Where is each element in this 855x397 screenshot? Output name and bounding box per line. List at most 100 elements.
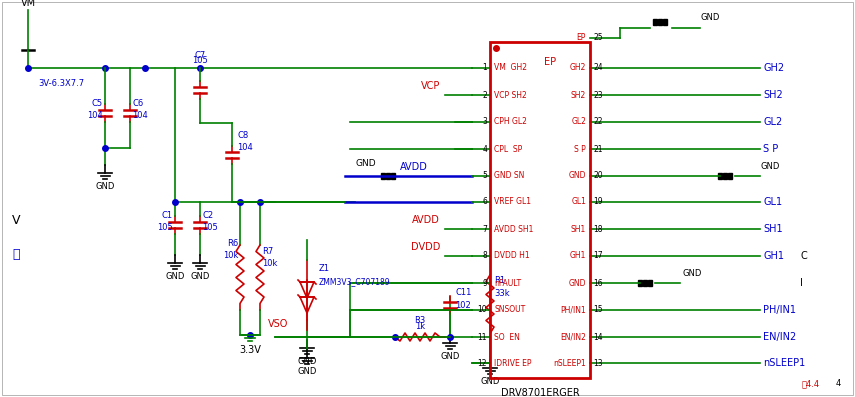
Text: SH2: SH2 [763, 90, 782, 100]
Text: nFAULT: nFAULT [494, 279, 522, 287]
Text: 9: 9 [482, 279, 487, 287]
Text: GND: GND [440, 352, 460, 361]
Text: 5: 5 [482, 172, 487, 181]
Text: PH/IN1: PH/IN1 [560, 306, 586, 314]
Text: EN/IN2: EN/IN2 [763, 332, 796, 342]
Text: GND: GND [569, 279, 586, 287]
Bar [658, 19, 662, 25]
Text: C2: C2 [202, 211, 213, 220]
Text: VM: VM [21, 0, 36, 8]
Text: GL1: GL1 [571, 197, 586, 206]
Text: GND: GND [191, 272, 209, 281]
Text: GND: GND [298, 367, 316, 376]
Text: 18: 18 [593, 224, 603, 233]
Bar [643, 280, 647, 286]
Text: 2: 2 [482, 91, 487, 100]
Bar [648, 280, 652, 286]
Text: GND: GND [760, 162, 780, 171]
Bar [663, 19, 667, 25]
Text: GND: GND [682, 269, 701, 278]
Bar [490, 42, 590, 378]
Text: 22: 22 [593, 118, 603, 127]
Text: 3V-6.3X7.7: 3V-6.3X7.7 [38, 79, 84, 87]
Text: S P: S P [575, 145, 586, 154]
Text: 12: 12 [477, 358, 487, 368]
Text: GND: GND [298, 357, 316, 366]
Text: 102: 102 [455, 301, 471, 310]
Text: C6: C6 [132, 99, 144, 108]
Text: 6: 6 [482, 197, 487, 206]
Text: GND: GND [355, 159, 375, 168]
Text: 4: 4 [836, 379, 841, 388]
Text: 20: 20 [593, 172, 603, 181]
Text: 13: 13 [593, 358, 603, 368]
Text: DVDD H1: DVDD H1 [494, 252, 529, 260]
Text: 8: 8 [482, 252, 487, 260]
Text: GL2: GL2 [571, 118, 586, 127]
Text: 15: 15 [593, 306, 603, 314]
Text: 21: 21 [593, 145, 603, 154]
Text: GND: GND [481, 377, 499, 386]
Bar [638, 280, 642, 286]
Text: 3: 3 [482, 118, 487, 127]
Text: R7: R7 [262, 247, 274, 256]
Text: 色: 色 [12, 249, 20, 262]
Text: VCP: VCP [421, 81, 440, 91]
Text: EP: EP [576, 33, 586, 42]
Text: 17: 17 [593, 252, 603, 260]
Text: 105: 105 [192, 56, 208, 65]
Text: GND: GND [569, 172, 586, 181]
Text: C7: C7 [194, 51, 205, 60]
Bar [718, 173, 722, 179]
Text: GND: GND [700, 13, 719, 22]
Text: SH2: SH2 [571, 91, 586, 100]
Text: Z1: Z1 [319, 264, 330, 273]
Text: EP: EP [544, 57, 556, 67]
Text: R3: R3 [415, 316, 426, 325]
Text: GND: GND [95, 182, 115, 191]
Text: 1: 1 [482, 64, 487, 73]
Text: 25: 25 [593, 33, 603, 42]
Text: AVDD: AVDD [412, 215, 440, 225]
Text: C5: C5 [91, 99, 103, 108]
Bar [653, 19, 657, 25]
Text: DVDD: DVDD [410, 242, 440, 252]
Text: 4: 4 [482, 145, 487, 154]
Bar [723, 173, 727, 179]
Text: GL1: GL1 [763, 197, 782, 207]
Bar [386, 173, 390, 179]
Text: IDRIVE EP: IDRIVE EP [494, 358, 532, 368]
Bar [391, 173, 395, 179]
Text: C1: C1 [162, 211, 173, 220]
Text: 105: 105 [157, 224, 173, 233]
Text: 104: 104 [132, 112, 148, 121]
Text: C11: C11 [455, 288, 471, 297]
Bar [381, 173, 385, 179]
Text: GND SN: GND SN [494, 172, 524, 181]
Text: 19: 19 [593, 197, 603, 206]
Text: 10: 10 [477, 306, 487, 314]
Text: 11: 11 [477, 333, 487, 341]
Text: ZMM3V3_C707189: ZMM3V3_C707189 [319, 278, 391, 287]
Text: VCP SH2: VCP SH2 [494, 91, 527, 100]
Text: AVDD SH1: AVDD SH1 [494, 224, 534, 233]
Text: CPH GL2: CPH GL2 [494, 118, 527, 127]
Text: 104: 104 [87, 112, 103, 121]
Text: 14: 14 [593, 333, 603, 341]
Text: AVDD: AVDD [400, 162, 428, 172]
Text: 1k: 1k [415, 322, 425, 331]
Text: 图4.4: 图4.4 [802, 379, 820, 388]
Text: nSLEEP1: nSLEEP1 [763, 358, 805, 368]
Text: CPL  SP: CPL SP [494, 145, 522, 154]
Text: PH/IN1: PH/IN1 [763, 305, 796, 315]
Text: DRV8701ERGER: DRV8701ERGER [501, 388, 580, 397]
Text: C: C [800, 251, 807, 261]
Text: V: V [12, 214, 21, 227]
Text: GND: GND [165, 272, 185, 281]
Text: 10k: 10k [262, 260, 277, 268]
Text: GH1: GH1 [569, 252, 586, 260]
Text: 24: 24 [593, 64, 603, 73]
Text: SO  EN: SO EN [494, 333, 520, 341]
Text: R1: R1 [494, 276, 505, 285]
Text: GH2: GH2 [763, 63, 784, 73]
